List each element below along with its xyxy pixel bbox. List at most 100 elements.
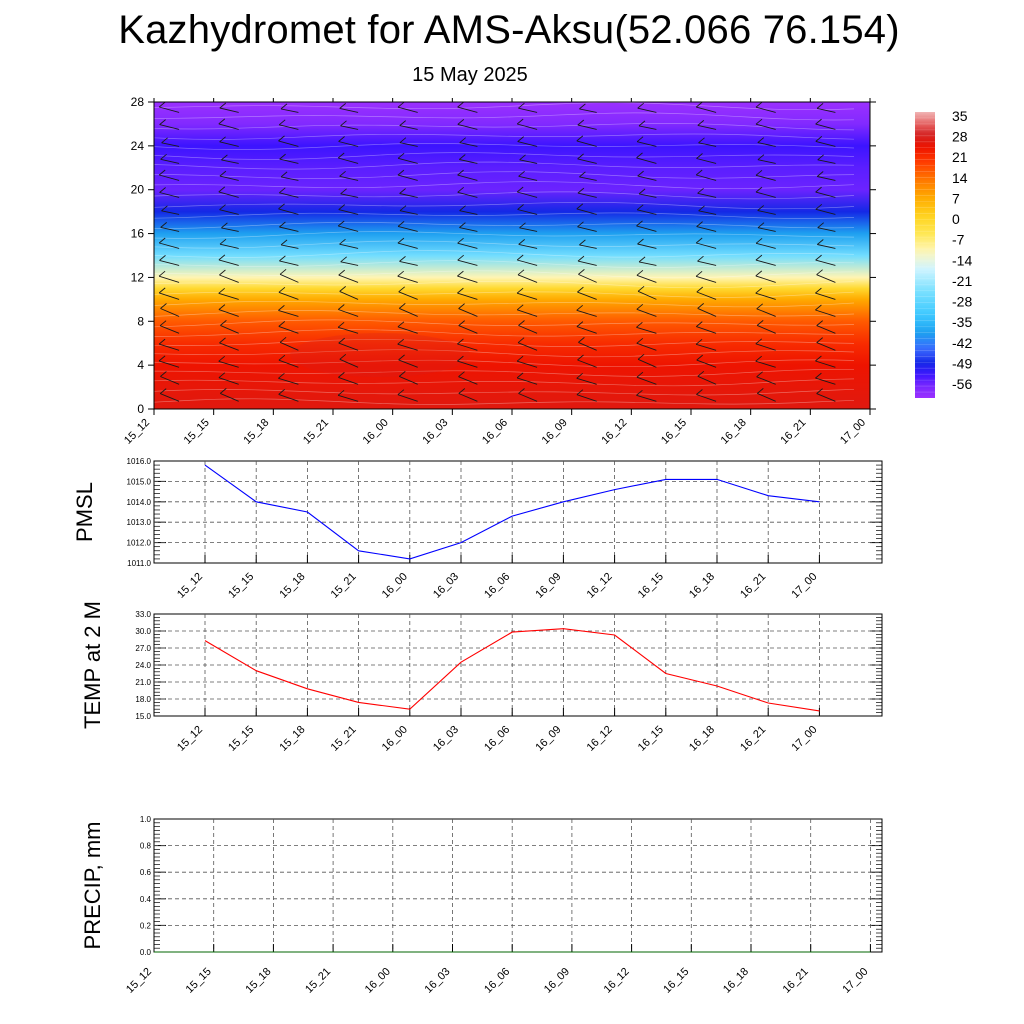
wind-barb <box>220 324 239 334</box>
heatmap-y-tick-label: 8 <box>137 314 144 328</box>
wind-barb <box>279 341 299 351</box>
wind-barb <box>160 376 180 385</box>
wind-barb <box>516 360 538 368</box>
wind-barb <box>516 377 538 385</box>
wind-barb <box>457 275 478 283</box>
wind-barb <box>517 309 538 317</box>
wind-barb <box>696 359 717 368</box>
wind-barb <box>696 106 717 113</box>
wind-barb <box>877 261 896 265</box>
wind-barb <box>339 107 359 113</box>
wind-barb <box>338 309 359 317</box>
x-tick-label: 15_12 <box>124 966 154 996</box>
wind-barb <box>875 209 895 214</box>
heatmap-y-tick-label: 28 <box>131 95 145 109</box>
wind-barb <box>815 309 836 317</box>
wind-barb <box>399 307 418 317</box>
y-tick-label: 1011.0 <box>127 559 151 568</box>
wind-barb <box>696 158 717 164</box>
wind-barb <box>636 157 657 164</box>
wind-barb <box>397 343 418 351</box>
precip-chart: 0.0 0.2 0.4 0.6 0.8 1.0 15_12 15_15 15_18 15_21 16… <box>80 815 883 996</box>
wind-barb <box>755 259 776 266</box>
x-tick-label: 17_00 <box>840 966 870 996</box>
x-tick-label: 15_15 <box>226 724 256 754</box>
wind-barb <box>636 326 657 334</box>
heatmap-x-tick-label: 16_00 <box>361 417 391 447</box>
wind-barb <box>695 343 717 351</box>
wind-barb <box>398 359 418 368</box>
wind-barb <box>338 376 359 385</box>
wind-barb <box>755 360 776 368</box>
colorbar-strip <box>915 112 935 398</box>
wind-barb <box>279 273 299 283</box>
x-tick-label: 16_06 <box>482 571 512 601</box>
wind-barb <box>218 292 239 300</box>
wind-barb <box>878 245 896 249</box>
colorbar-label: 0 <box>952 211 960 227</box>
wind-barb <box>459 210 478 215</box>
wind-barb <box>218 377 239 385</box>
wind-barb <box>577 192 597 198</box>
colorbar-label: 35 <box>952 108 968 124</box>
x-tick-label: 15_18 <box>243 966 273 996</box>
y-tick-label: 24.0 <box>135 661 151 670</box>
wind-barb <box>697 260 717 266</box>
wind-barb <box>695 275 717 283</box>
wind-barb <box>577 226 597 232</box>
colorbar-label: -35 <box>952 314 972 330</box>
wind-barb <box>219 274 239 283</box>
x-tick-label: 16_00 <box>363 966 393 996</box>
wind-barb <box>458 325 478 334</box>
wind-barb <box>279 260 299 266</box>
wind-barb <box>221 159 239 164</box>
wind-barb <box>637 175 657 181</box>
heatmap-x-tick-label: 16_21 <box>778 417 808 447</box>
wind-barb <box>817 107 836 113</box>
wind-barb <box>636 308 657 317</box>
y-tick-label: 1.0 <box>140 815 152 824</box>
x-tick-label: 17_00 <box>789 724 819 754</box>
y-tick-label: 1014.0 <box>127 498 152 507</box>
wind-barb <box>398 291 418 300</box>
wind-barb <box>579 244 597 249</box>
x-tick-label: 15_21 <box>329 724 359 754</box>
wind-barb <box>218 259 239 266</box>
wind-barbs <box>158 102 896 402</box>
wind-barb <box>278 291 299 300</box>
wind-barb <box>816 342 836 351</box>
x-tick-label: 16_21 <box>738 724 768 754</box>
wind-barb <box>755 123 776 130</box>
wind-barb <box>637 209 657 215</box>
wind-barb <box>757 227 776 232</box>
x-tick-label: 16_18 <box>721 966 751 996</box>
colorbar-label: -7 <box>952 232 965 248</box>
wind-barb <box>457 292 478 300</box>
isolines <box>154 102 855 405</box>
y-tick-label: 27.0 <box>135 644 151 653</box>
wind-barb <box>159 259 180 266</box>
warm-core <box>290 333 470 377</box>
x-tick-label: 16_03 <box>423 966 453 996</box>
wind-barb <box>219 141 239 147</box>
wind-barb <box>636 376 657 385</box>
wind-barb <box>399 193 418 198</box>
wind-barb <box>280 108 299 113</box>
y-tick-label: 1015.0 <box>127 477 152 486</box>
wind-barb <box>158 275 180 283</box>
heatmap-x-tick-label: 17_00 <box>838 417 868 447</box>
wind-barb <box>577 124 597 130</box>
wind-barb <box>399 125 418 130</box>
wind-barb <box>876 227 896 232</box>
wind-barb <box>815 259 836 266</box>
wind-barb <box>577 158 597 164</box>
wind-barb <box>637 107 657 113</box>
wind-barb <box>519 227 538 232</box>
wind-barb <box>397 326 418 334</box>
wind-barb <box>158 360 180 368</box>
heatmap-field <box>154 102 870 409</box>
wind-barb <box>817 227 836 232</box>
wind-barb <box>220 392 239 402</box>
wind-barb <box>278 377 299 385</box>
